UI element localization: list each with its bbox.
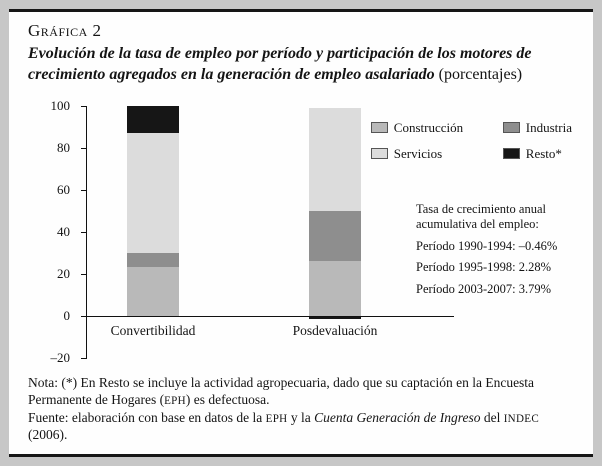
footer-notes: Nota: (*) En Resto se incluye la activid… [28, 374, 574, 444]
legend-label: Construcción [393, 119, 464, 135]
annotation: Tasa de crecimiento anual acumulativa de… [416, 202, 557, 298]
y-tick-label: 80 [57, 139, 70, 155]
legend-label: Servicios [393, 145, 443, 161]
legend-swatch [370, 148, 388, 160]
legend-item: Resto* [502, 145, 572, 162]
legend-label: Industria [525, 119, 572, 135]
bar-segment-industria [127, 252, 179, 268]
source-mid2: del [480, 409, 504, 425]
document-page: Gráfica 2 Evolución de la tasa de empleo… [9, 9, 593, 457]
y-tick-mark [81, 315, 87, 317]
legend-item: Construcción [370, 119, 497, 136]
note-post: ) es defectuosa. [185, 392, 270, 408]
y-tick-mark [81, 231, 87, 233]
x-category-label: Posdevaluación [292, 322, 378, 338]
y-tick-label: 0 [63, 307, 71, 323]
bar-segment-industria [309, 210, 361, 261]
legend-swatch [370, 122, 388, 134]
chart-title-number: 2 [92, 21, 102, 40]
y-axis-labels: 100 80 60 40 20 0 –20 [28, 98, 78, 365]
annotation-line: Tasa de crecimiento anual [416, 201, 546, 216]
legend-item: Servicios [370, 145, 497, 162]
y-tick-label: 100 [50, 97, 71, 113]
bar-segment-resto [309, 315, 361, 319]
chart-subtitle-suffix: (porcentajes) [434, 65, 523, 83]
x-category-label: Convertibilidad [110, 322, 196, 338]
annotation-period: Período 1995-1998: 2.28% [416, 260, 552, 275]
y-tick-label: 60 [57, 181, 70, 197]
y-tick-mark [81, 105, 87, 107]
annotation-period: Período 1990-1994: –0.46% [416, 238, 558, 253]
plot-area: Convertibilidad Posdevaluación [81, 105, 454, 359]
legend-swatch [502, 122, 520, 134]
source-indec: INDEC [503, 412, 540, 425]
y-tick-label: 40 [57, 223, 70, 239]
note-text: Nota: (*) En Resto se incluye la activid… [28, 374, 574, 409]
source-title: Cuenta Generación de Ingreso [314, 409, 481, 425]
y-tick-label: 20 [57, 265, 70, 281]
legend-item: Industria [502, 119, 572, 136]
chart-subtitle-text: Evolución de la tasa de empleo por perío… [28, 45, 532, 83]
note-eph: EPH [164, 395, 186, 408]
y-tick-mark [81, 273, 87, 275]
source-mid: y la [287, 409, 315, 425]
y-tick-mark [81, 189, 87, 191]
y-tick-label: –20 [50, 349, 71, 365]
legend-label: Resto* [525, 145, 562, 161]
y-tick-mark [81, 147, 87, 149]
y-tick-mark [81, 357, 87, 359]
annotation-line: acumulativa del empleo: [416, 217, 539, 232]
stacked-bar-chart: 100 80 60 40 20 0 –20 Convertibilidad Posdevalu… [28, 98, 574, 365]
source-post: (2006). [28, 427, 68, 443]
note-pre: Nota: (*) En Resto se incluye la activid… [28, 374, 535, 408]
bar-segment-construcción [309, 260, 361, 316]
legend-swatch [502, 148, 520, 160]
chart-subtitle: Evolución de la tasa de empleo por perío… [28, 44, 574, 86]
x-axis-line [87, 315, 454, 317]
annotation-period: Período 2003-2007: 3.79% [416, 282, 552, 297]
chart-title: Gráfica 2 [28, 21, 574, 41]
source-eph: EPH [265, 412, 288, 425]
bar-segment-servicios [127, 132, 179, 253]
source-text: Fuente: elaboración con base en datos de… [28, 409, 574, 444]
chart-title-label: Gráfica [28, 21, 88, 40]
bar-segment-construcción [127, 267, 179, 316]
source-pre: Fuente: elaboración con base en datos de… [28, 409, 266, 425]
bar-segment-servicios [309, 107, 361, 211]
bar-segment-resto [127, 105, 179, 133]
legend: Construcción Industria Servicios Resto* [370, 119, 572, 162]
